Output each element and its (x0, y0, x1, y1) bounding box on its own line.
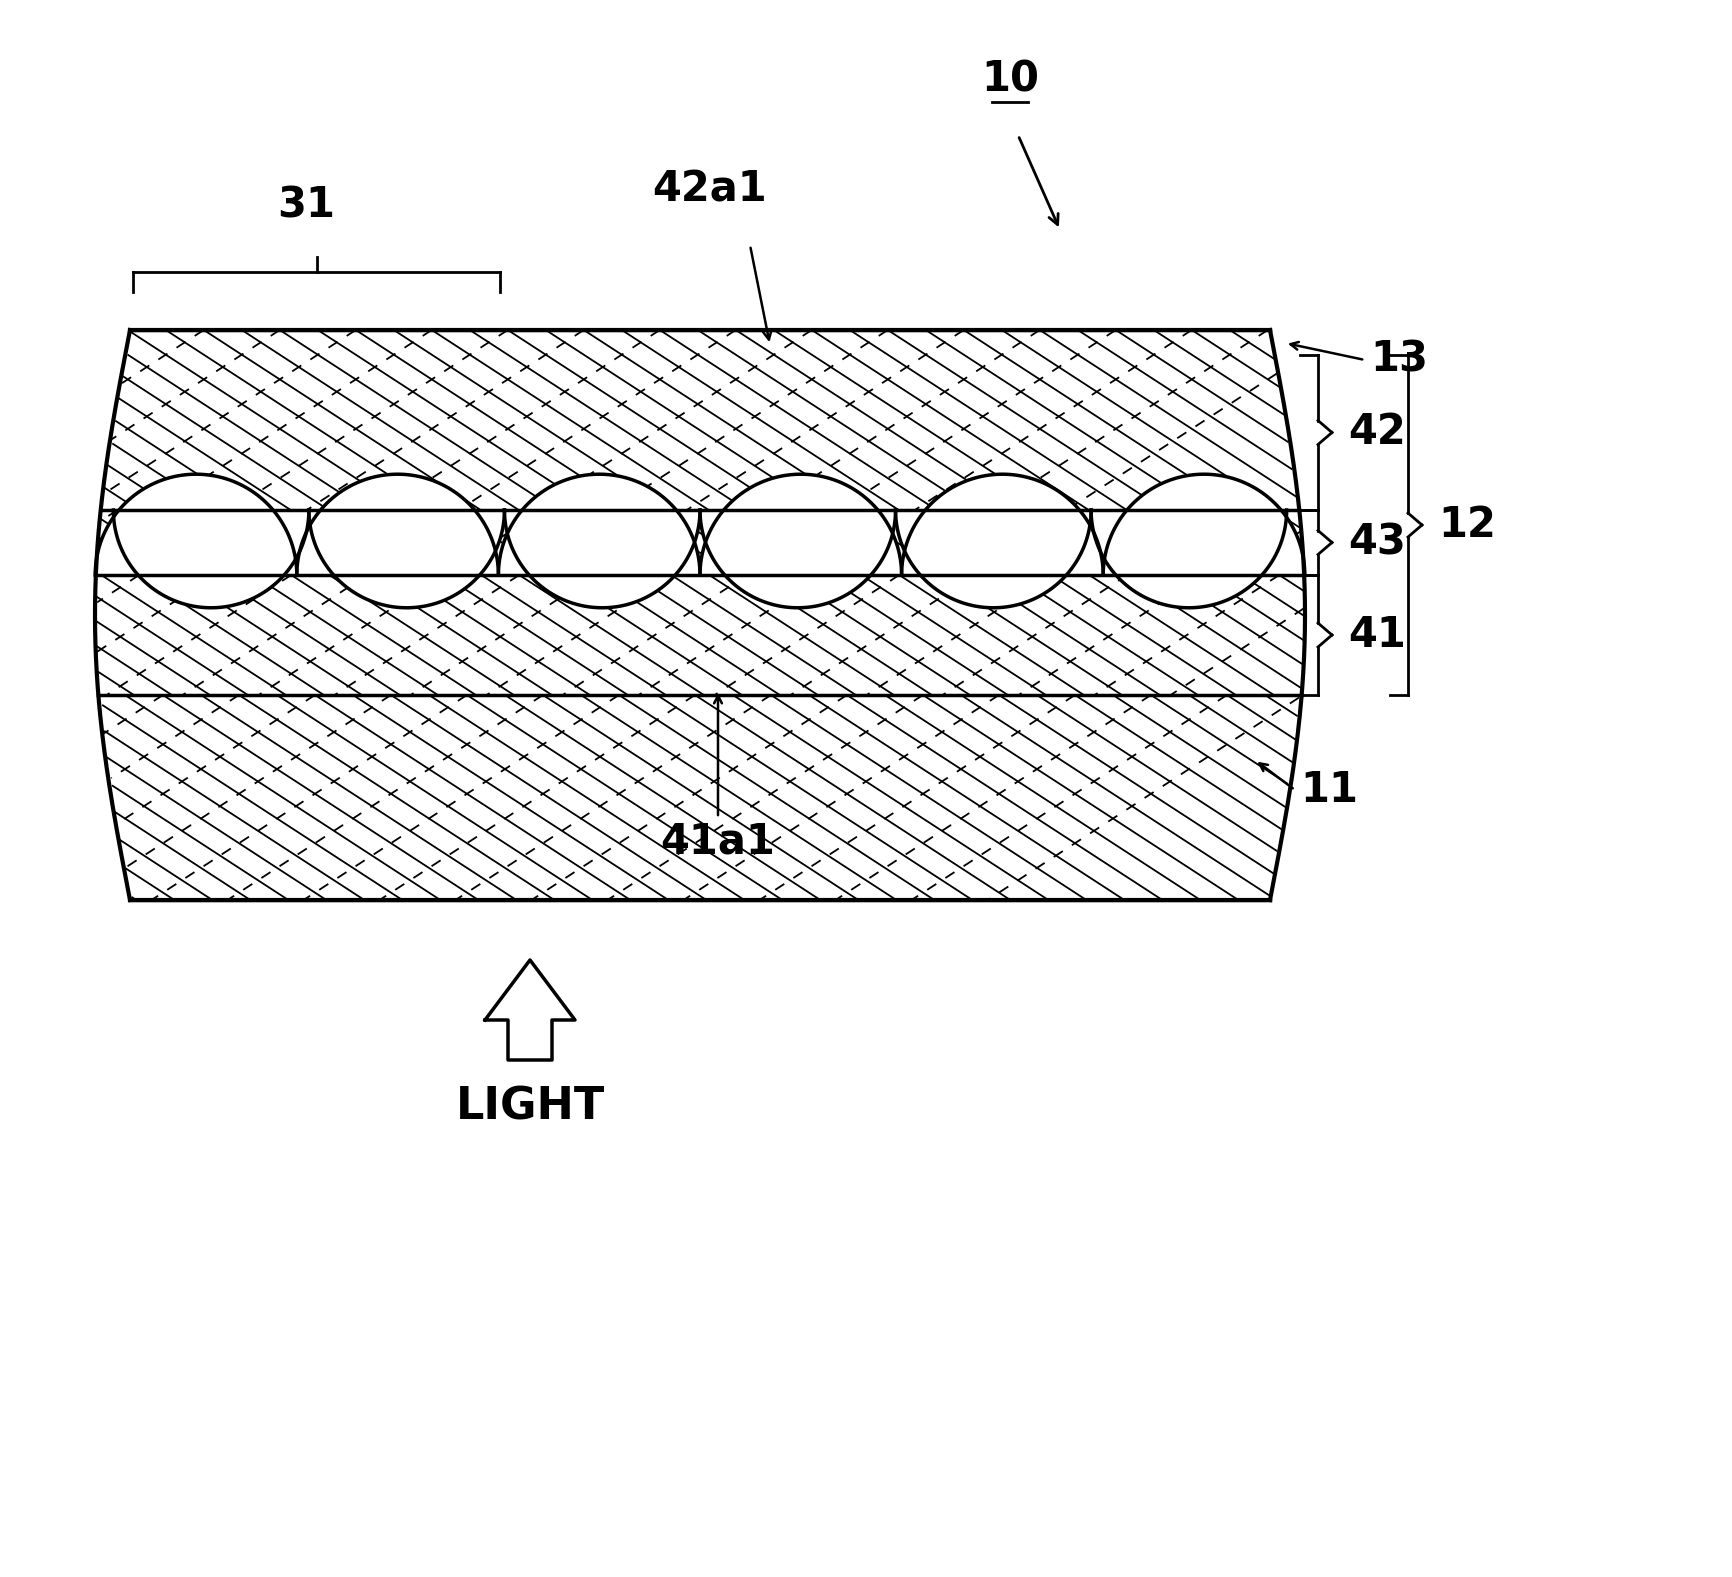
Polygon shape (95, 509, 1304, 576)
Text: 31: 31 (277, 185, 336, 227)
Text: 41: 41 (1347, 613, 1405, 656)
Text: 13: 13 (1370, 339, 1427, 382)
Polygon shape (99, 695, 1301, 900)
Text: 42a1: 42a1 (653, 169, 767, 210)
Text: LIGHT: LIGHT (456, 1085, 604, 1128)
Polygon shape (100, 330, 1299, 509)
Polygon shape (700, 475, 901, 576)
Polygon shape (485, 960, 575, 1060)
Text: 12: 12 (1438, 505, 1495, 546)
Text: 10: 10 (980, 58, 1039, 99)
Polygon shape (1091, 509, 1285, 607)
Polygon shape (113, 509, 308, 607)
Text: 43: 43 (1347, 522, 1405, 563)
Polygon shape (296, 475, 499, 576)
Text: 41a1: 41a1 (660, 820, 774, 863)
Polygon shape (1103, 475, 1304, 576)
Polygon shape (700, 509, 895, 607)
Polygon shape (901, 475, 1103, 576)
Polygon shape (895, 509, 1091, 607)
Text: 42: 42 (1347, 412, 1405, 454)
Polygon shape (95, 330, 1304, 900)
Polygon shape (95, 576, 1304, 695)
Polygon shape (504, 509, 700, 607)
Text: 11: 11 (1299, 770, 1358, 811)
Polygon shape (95, 475, 296, 576)
Polygon shape (499, 475, 700, 576)
Polygon shape (308, 509, 504, 607)
